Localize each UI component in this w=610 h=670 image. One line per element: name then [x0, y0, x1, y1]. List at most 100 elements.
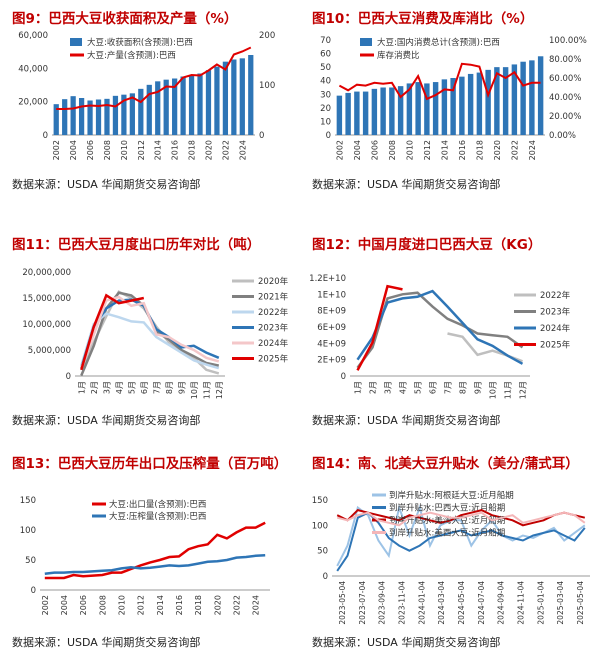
fig14-x-tick-label: 2024-03-04	[437, 581, 446, 625]
fig11-x-tick-label: 1月	[77, 381, 86, 394]
fig11-left-tick-label: 5,000,000	[28, 346, 71, 356]
fig13-x-tick-label: 2014	[156, 595, 165, 615]
fig10-bar	[494, 67, 500, 135]
fig13-x-tick-label: 2022	[232, 595, 241, 615]
fig10-bar	[415, 82, 421, 135]
fig11-x-tick-label: 4月	[115, 381, 124, 394]
fig13-legend-entry: 大豆:压榨量(含预测):巴西	[109, 511, 206, 522]
fig9-bar	[138, 88, 144, 135]
fig10-right-tick-label: 60.00%	[549, 74, 581, 84]
fig10-left-tick-label: 40	[320, 77, 331, 87]
fig10-x-tick-label: 2022	[510, 140, 519, 160]
fig11-left-tick-label: 20,000,000	[22, 268, 71, 278]
fig9-legend-entry: 大豆:收获面积(含预测):巴西	[87, 37, 193, 48]
fig9-bar	[62, 99, 68, 135]
fig14-series-line	[336, 511, 586, 527]
fig10-title: 图10：巴西大豆消费及库消比（%）	[312, 11, 534, 27]
fig10-bar	[345, 92, 351, 135]
fig10-legend-entry: 大豆:国内消费总计(含预测):巴西	[377, 37, 500, 48]
fig9-source: 数据来源：USDA 华闻期货交易咨询部	[12, 178, 201, 191]
fig10-left-tick-label: 60	[320, 50, 331, 60]
fig10-bar	[354, 91, 360, 135]
fig13-left-tick-label: 150	[20, 496, 36, 506]
fig12-legend-entry: 2025年	[540, 340, 571, 351]
fig9-bar	[197, 73, 203, 135]
fig11-x-tick-label: 7月	[152, 381, 161, 394]
fig12-chart: 0 2E+09 4E+09 6E+09 8E+09 1E+10 1.2E+10 1月 2月 3月 4…	[309, 274, 571, 399]
fig9-bar	[172, 78, 178, 135]
fig12-x-tick-label: 5月	[414, 381, 423, 394]
fig11-series-line	[80, 295, 220, 369]
fig10-x-tick-label: 2024	[528, 140, 537, 160]
fig12-x-tick-label: 4月	[399, 381, 408, 394]
fig13-left-tick-label: 50	[25, 556, 36, 566]
fig11-legend-entry: 2022年	[258, 307, 289, 318]
fig13-x-tick-label: 2004	[60, 595, 69, 615]
fig9-bar	[180, 76, 186, 135]
fig9-x-tick-label: 2016	[171, 140, 180, 160]
fig10-x-tick-label: 2020	[493, 140, 502, 160]
fig9-left-tick-label: 60,000	[18, 31, 48, 41]
fig9-bar	[239, 58, 245, 136]
fig9-left-tick-label: 40,000	[18, 64, 48, 74]
fig14-x-tick-label: 2024-09-04	[497, 581, 506, 625]
fig9-bar	[104, 98, 110, 135]
fig13-x-tick-label: 2006	[79, 595, 88, 615]
fig10-x-tick-label: 2012	[423, 140, 432, 160]
fig10-bar	[406, 83, 413, 135]
fig9-x-tick-label: 2024	[238, 140, 247, 160]
fig10-left-tick-label: 70	[320, 36, 331, 46]
fig11-legend-entry: 2020年	[258, 276, 289, 287]
fig10-bar	[459, 76, 465, 135]
fig9-chart: 0 20,000 40,000 60,000 0 100 200 2002 2004 2006 20…	[18, 31, 275, 160]
fig12-x-tick-label: 6月	[429, 381, 438, 394]
fig14-source: 数据来源：USDA 华闻期货交易咨询部	[312, 636, 501, 649]
fig9-right-tick-label: 200	[259, 31, 275, 41]
fig13-legend-entry: 大豆:出口量(含预测):巴西	[109, 499, 206, 510]
fig9-x-tick-label: 2012	[137, 140, 146, 160]
fig12-legend-entry: 2022年	[540, 290, 571, 301]
fig12-series-line	[356, 284, 403, 371]
fig11-x-tick-label: 11月	[202, 381, 211, 399]
fig10-right-tick-label: 100.00%	[549, 36, 587, 46]
fig11-x-tick-label: 8月	[165, 381, 174, 394]
fig12-x-tick-label: 2月	[369, 381, 378, 394]
fig9-x-tick-label: 2008	[103, 140, 112, 160]
fig10-bar	[441, 79, 448, 135]
fig14-legend-entry: 到岸升贴水:美西大豆:近月船期	[389, 528, 505, 539]
fig10-bar	[529, 60, 535, 135]
fig10-right-tick-label: 40.00%	[549, 93, 581, 103]
fig10-source: 数据来源：USDA 华闻期货交易咨询部	[312, 178, 501, 191]
fig11-x-tick-label: 9月	[177, 381, 186, 394]
fig11-x-tick-label: 12月	[215, 381, 224, 399]
fig12-left-tick-label: 8E+09	[317, 307, 346, 317]
fig13-x-tick-label: 2012	[137, 595, 146, 615]
fig14-x-tick-label: 2025-05-04	[576, 581, 585, 625]
fig9-x-tick-label: 2022	[221, 140, 230, 160]
fig14-x-tick-label: 2023-07-04	[358, 581, 367, 625]
fig9-bar	[78, 98, 85, 135]
fig10-right-tick-label: 20.00%	[549, 112, 581, 122]
fig10-right-tick-label: 80.00%	[549, 55, 581, 65]
fig10-bar	[389, 87, 395, 135]
fig9-x-tick-label: 2010	[120, 140, 129, 160]
fig10-bar	[380, 87, 386, 135]
fig14-legend-entry: 到岸升贴水:美湾大豆:近月船期	[389, 515, 505, 526]
fig9-title: 图9：巴西大豆收获面积及产量（%）	[12, 11, 238, 27]
fig13-series-line	[44, 553, 266, 576]
fig9-x-tick-label: 2018	[188, 140, 197, 160]
fig14-x-tick-label: 2024-05-04	[457, 581, 466, 625]
fig13-x-tick-label: 2018	[194, 595, 203, 615]
fig11-left-tick-label: 15,000,000	[22, 294, 71, 304]
fig12-left-tick-label: 6E+09	[317, 323, 346, 333]
fig11-series-line	[80, 293, 145, 371]
fig9-bar	[121, 94, 127, 135]
fig14-x-tick-label: 2023-05-04	[338, 581, 347, 625]
fig10-left-tick-label: 50	[320, 63, 331, 73]
fig9-x-tick-label: 2002	[52, 140, 61, 160]
fig12-source: 数据来源：USDA 华闻期货交易咨询部	[312, 414, 501, 427]
fig12-left-tick-label: 1.2E+10	[309, 274, 346, 284]
fig12-left-tick-label: 4E+09	[317, 339, 346, 349]
fig14-series-line	[336, 511, 586, 572]
fig9-bar	[231, 59, 237, 135]
